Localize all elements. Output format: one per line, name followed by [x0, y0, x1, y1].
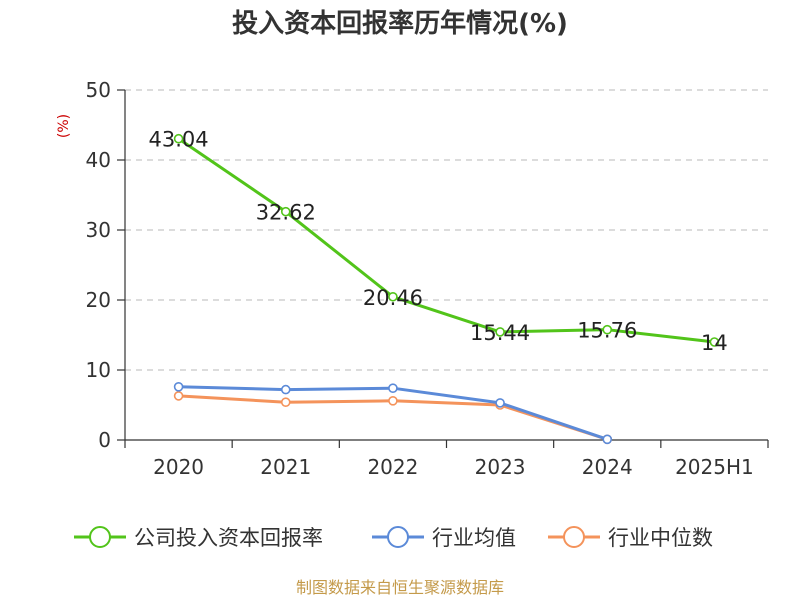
data-label: 15.44 — [470, 321, 530, 345]
y-tick-label: 20 — [86, 288, 111, 312]
data-label: 43.04 — [149, 128, 209, 152]
legend-swatch-marker — [89, 526, 111, 548]
grid-lines — [125, 89, 768, 371]
data-label: 14 — [701, 331, 728, 355]
data-labels: 43.04 32.62 20.46 15.44 15.76 14 — [149, 128, 728, 355]
legend: 公司投入资本回报率 行业均值 行业中位数 — [74, 526, 713, 550]
data-point — [280, 206, 291, 217]
data-point — [388, 383, 398, 394]
data-point — [388, 291, 398, 302]
data-point — [495, 327, 505, 337]
x-tick-labels: 2020 2021 2022 2023 2024 2025H1 — [153, 455, 754, 479]
data-point — [173, 381, 184, 392]
y-tick-labels: 0 10 20 30 40 50 — [86, 78, 111, 452]
series-line — [178, 385, 608, 441]
data-point — [602, 434, 613, 445]
legend-label: 公司投入资本回报率 — [134, 526, 323, 550]
data-point — [709, 337, 720, 347]
x-tick-label: 2025H1 — [675, 455, 754, 479]
legend-swatch-marker — [563, 526, 585, 548]
data-label: 32.62 — [256, 201, 316, 225]
x-tick-label: 2022 — [367, 455, 418, 479]
data-point — [173, 391, 184, 401]
x-tick-label: 2024 — [582, 455, 633, 479]
series-group — [173, 133, 720, 445]
y-axis-unit: (%) — [56, 114, 72, 138]
legend-item: 行业均值 — [372, 526, 516, 550]
y-tick-label: 10 — [86, 358, 111, 382]
data-point — [602, 324, 613, 335]
chart-title: 投入资本回报率历年情况(%) — [232, 8, 568, 39]
data-point — [280, 384, 291, 395]
data-point — [280, 397, 291, 408]
legend-item: 公司投入资本回报率 — [74, 526, 323, 550]
data-label: 20.46 — [363, 286, 423, 310]
data-point — [173, 133, 184, 144]
source-note: 制图数据来自恒生聚源数据库 — [296, 578, 504, 597]
x-tick-label: 2021 — [260, 455, 311, 479]
y-tick-label: 30 — [86, 218, 111, 242]
x-tick-label: 2023 — [475, 455, 526, 479]
series-line — [177, 137, 715, 344]
legend-label: 行业中位数 — [608, 526, 713, 550]
y-tick-label: 50 — [86, 78, 111, 102]
x-tick-label: 2020 — [153, 455, 204, 479]
data-point — [495, 398, 505, 408]
legend-swatch-marker — [387, 526, 409, 548]
legend-item: 行业中位数 — [548, 526, 713, 550]
y-tick-label: 40 — [86, 148, 111, 172]
axes — [117, 89, 769, 448]
data-label: 15.76 — [577, 319, 637, 343]
y-tick-label: 0 — [98, 428, 111, 452]
data-point — [388, 395, 398, 406]
legend-label: 行业均值 — [432, 526, 516, 550]
